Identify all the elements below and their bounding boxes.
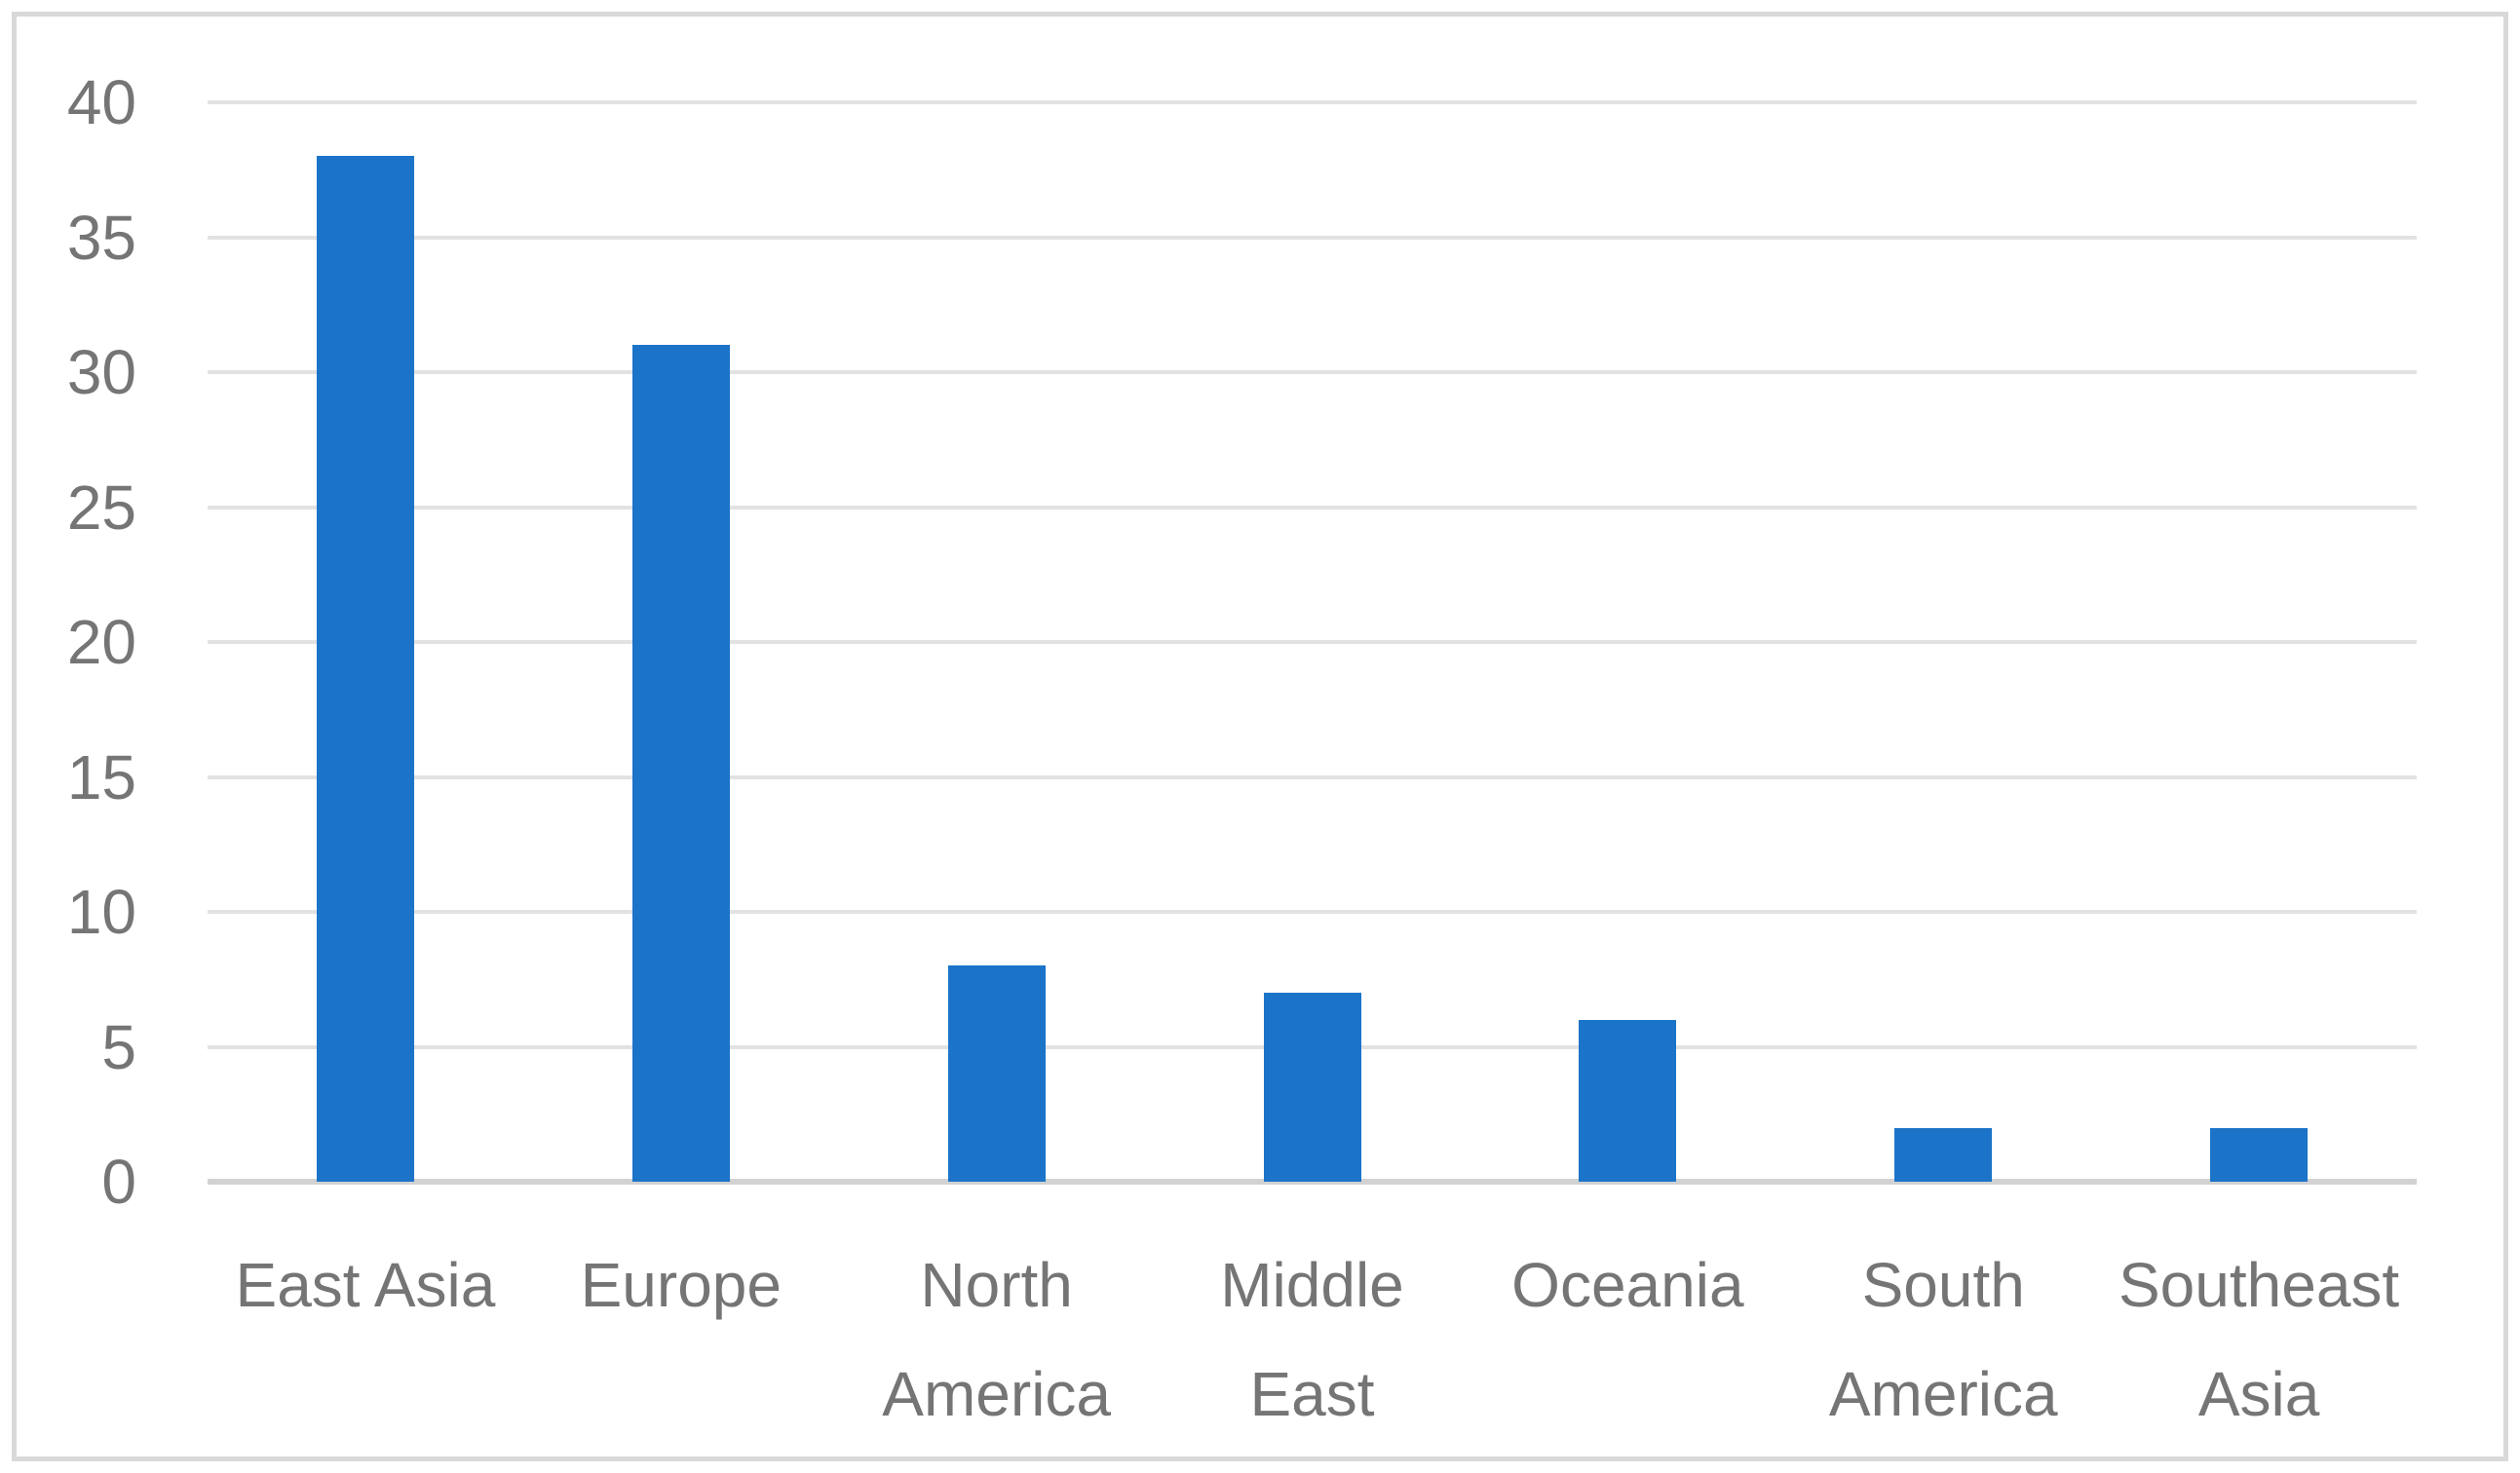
y-tick-label: 10 <box>66 877 136 947</box>
bar-middle-east <box>1263 993 1361 1182</box>
plot-area <box>208 100 2417 1185</box>
gridline <box>208 640 2417 644</box>
x-category-label-east-asia: East Asia <box>235 1250 496 1320</box>
x-category-label-oceania: Oceania <box>1511 1250 1744 1320</box>
x-category-label-middle-east: Middle East <box>1220 1250 1404 1429</box>
bar-slot-east-asia <box>208 102 523 1182</box>
bar-slot-europe <box>523 102 839 1182</box>
y-tick-label: 20 <box>66 607 136 677</box>
bar-oceania <box>1579 1019 1677 1182</box>
y-tick-label: 30 <box>66 337 136 407</box>
gridline <box>208 235 2417 240</box>
x-axis-line <box>208 1179 2417 1185</box>
bar-east-asia <box>316 156 414 1182</box>
bar-southeast-asia <box>2210 1127 2309 1182</box>
x-category-label-europe: Europe <box>580 1250 782 1320</box>
chart-outer-border <box>12 12 2508 1461</box>
x-axis-category-labels: East Asia Europe North America Middle East O… <box>208 1230 2417 1449</box>
bars-group <box>208 102 2417 1182</box>
bar-slot-middle-east <box>1155 102 1470 1182</box>
bar-europe <box>631 345 730 1182</box>
gridline <box>208 910 2417 914</box>
x-category-label-north-america: North America <box>882 1250 1111 1429</box>
y-axis-tick-labels: 0 5 10 15 20 25 30 35 40 <box>0 71 136 1213</box>
y-tick-label: 0 <box>101 1147 136 1217</box>
bar-slot-oceania <box>1470 102 1785 1182</box>
bar-south-america <box>1894 1127 1993 1182</box>
x-category-label-southeast-asia: Southeast Asia <box>2118 1250 2400 1429</box>
y-tick-label: 35 <box>66 202 136 273</box>
y-tick-label: 40 <box>66 67 136 137</box>
gridline <box>208 774 2417 779</box>
bar-slot-southeast-asia <box>2101 102 2417 1182</box>
bar-slot-south-america <box>1785 102 2101 1182</box>
bar-north-america <box>947 965 1046 1182</box>
gridline <box>208 505 2417 510</box>
gridline <box>208 370 2417 374</box>
y-tick-label: 5 <box>101 1011 136 1082</box>
gridline <box>208 100 2417 104</box>
x-category-label-south-america: South America <box>1828 1250 2058 1429</box>
y-tick-label: 25 <box>66 472 136 543</box>
y-tick-label: 15 <box>66 741 136 812</box>
bar-slot-north-america <box>839 102 1155 1182</box>
